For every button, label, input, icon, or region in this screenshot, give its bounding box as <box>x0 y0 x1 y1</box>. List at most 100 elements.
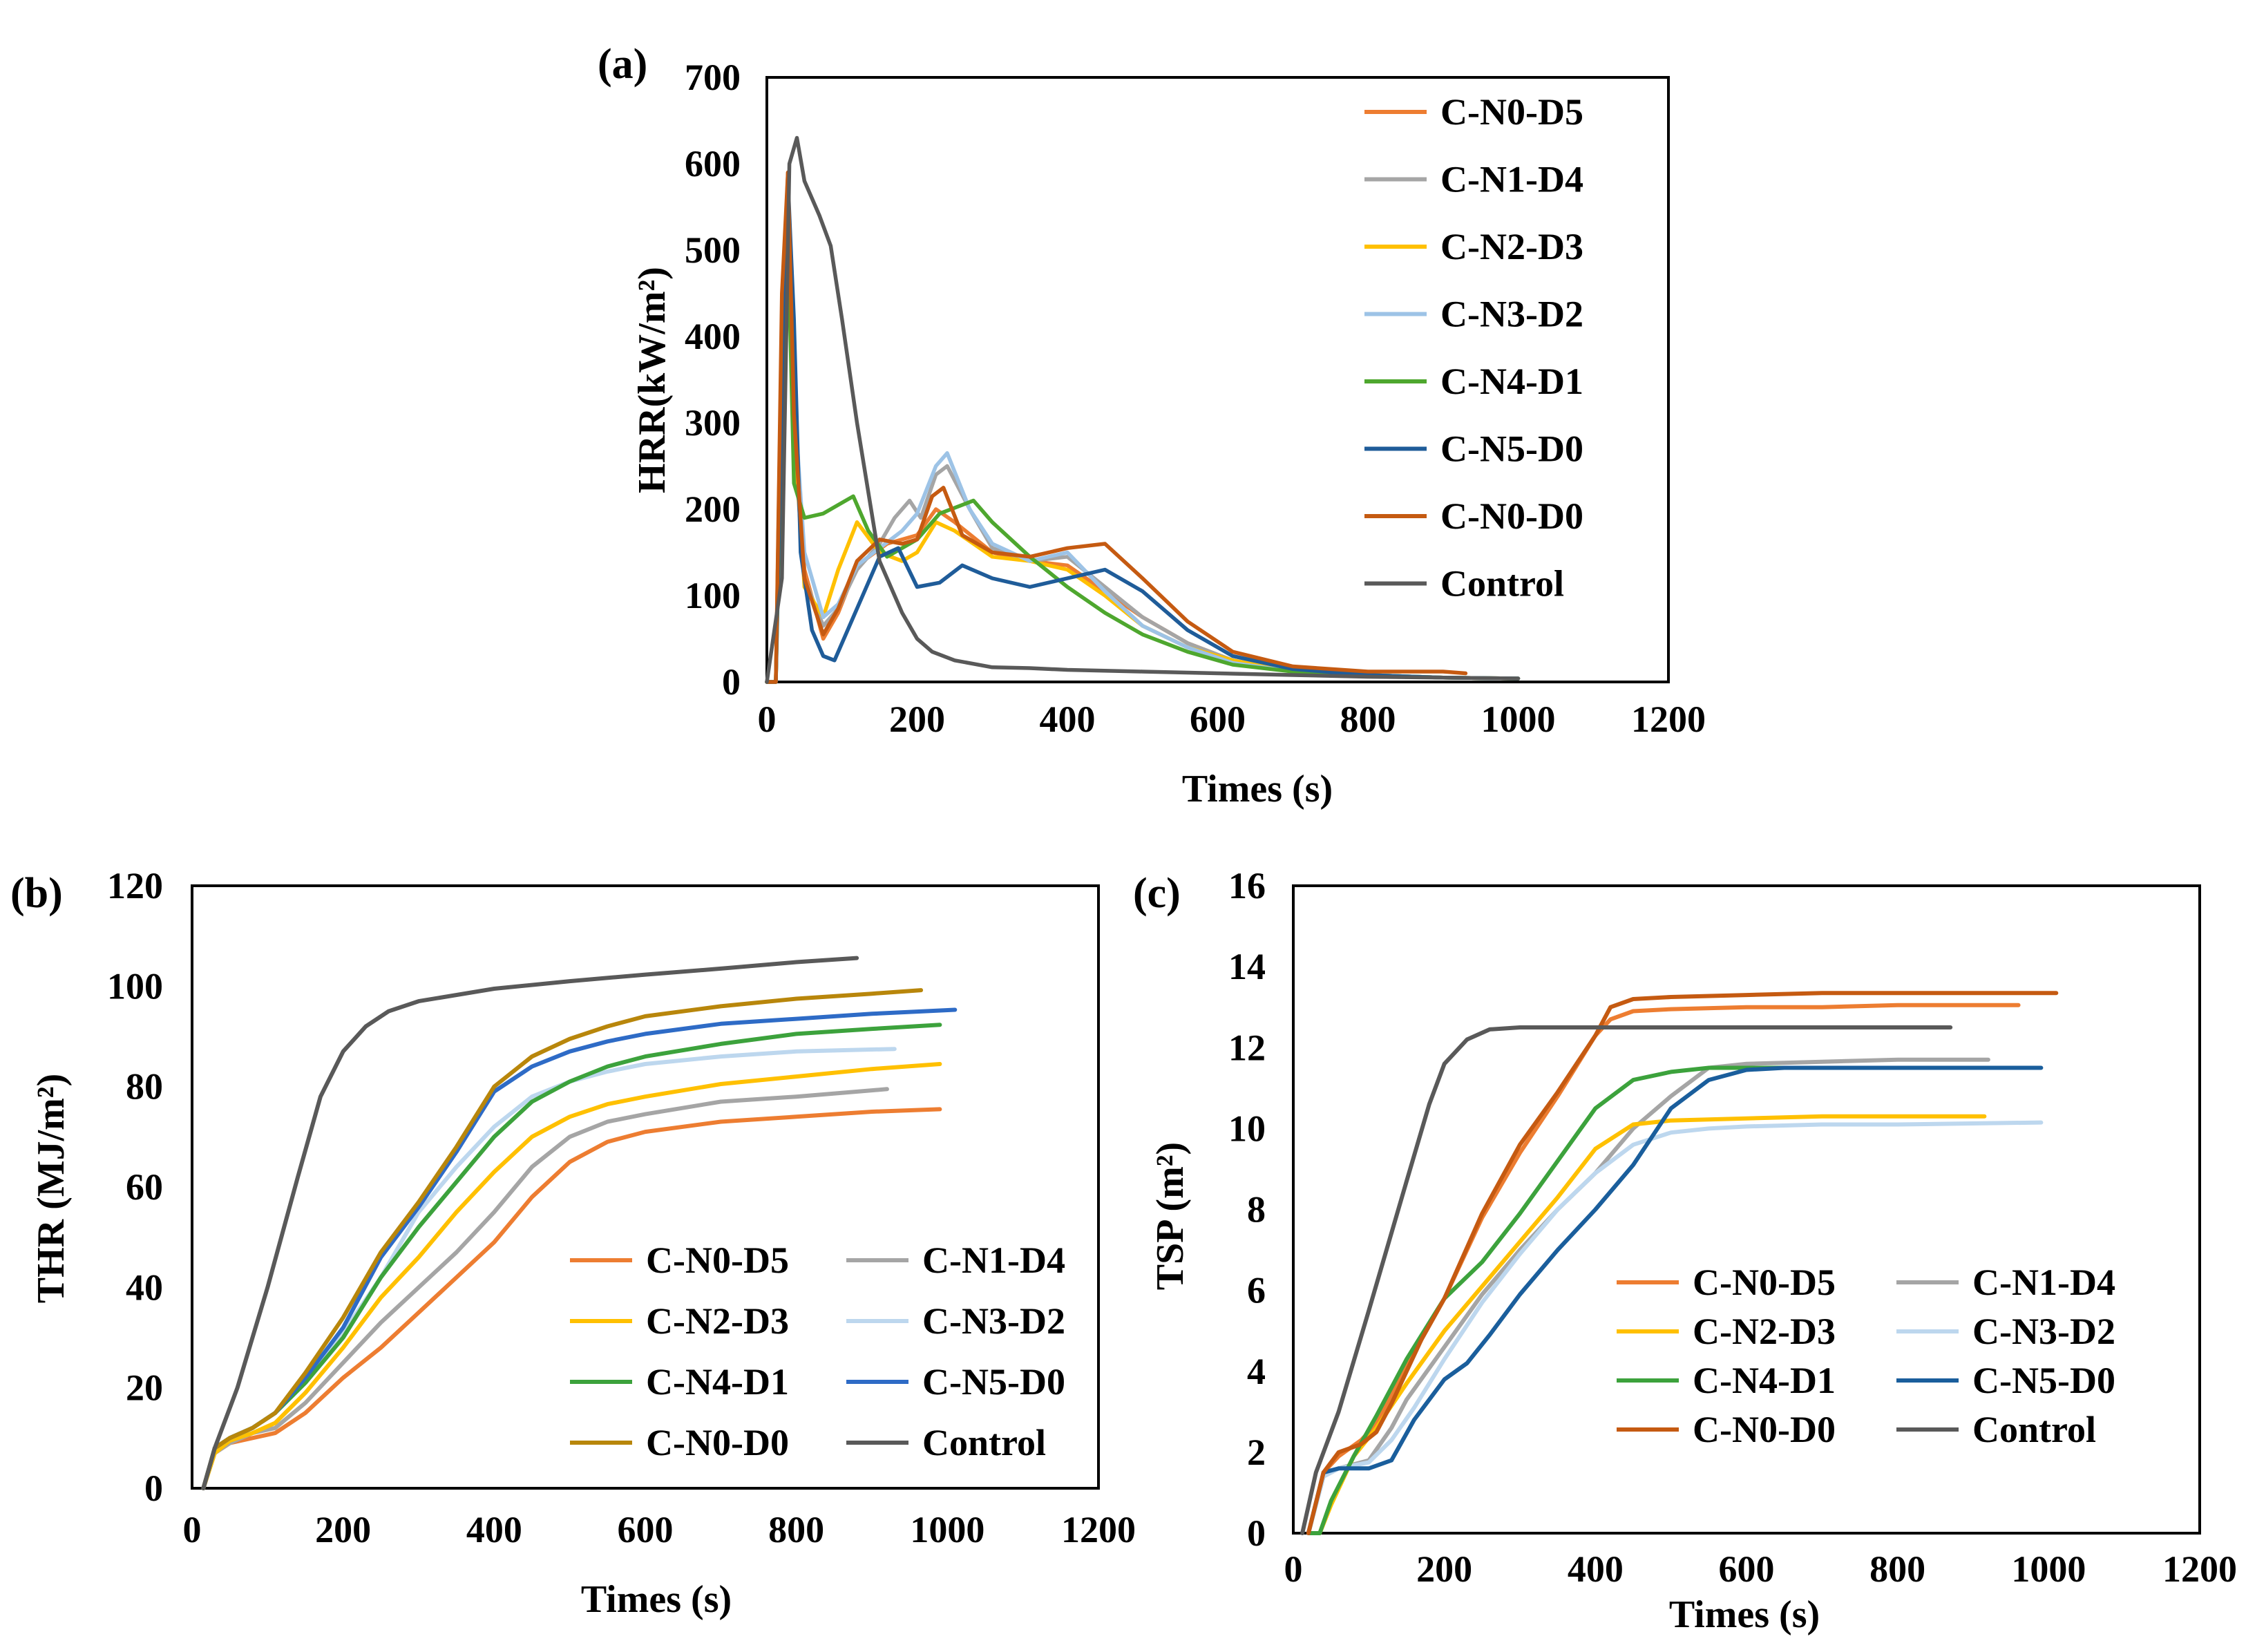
y-tick-label: 12 <box>1228 1027 1266 1068</box>
legend-label-c-n1-d4: C-N1-D4 <box>922 1240 1065 1281</box>
y-tick-label: 6 <box>1247 1270 1266 1311</box>
x-tick-label: 200 <box>1416 1548 1472 1590</box>
panel-label: (b) <box>10 870 63 917</box>
series-line-control <box>765 135 1521 684</box>
series-line-c-n0-d0 <box>765 170 1468 684</box>
plot-frame <box>191 884 1100 1490</box>
legend-label-c-n2-d3: C-N2-D3 <box>1440 226 1583 267</box>
x-tick-label: 0 <box>1284 1548 1303 1590</box>
legend-label-c-n2-d3: C-N2-D3 <box>646 1300 789 1342</box>
series-line-c-n3-d2 <box>765 274 1521 684</box>
legend-label-c-n3-d2: C-N3-D2 <box>1440 294 1583 335</box>
legend-label-c-n4-d1: C-N4-D1 <box>1440 361 1583 402</box>
y-tick-label: 500 <box>685 229 741 271</box>
x-tick-label: 400 <box>1040 699 1096 740</box>
y-axis-label: THR (MJ/m²) <box>30 1074 73 1304</box>
panel-label: (a) <box>598 41 647 88</box>
series-line-c-n0-d0 <box>201 988 924 1490</box>
legend-label-c-n0-d5: C-N0-D5 <box>1693 1262 1836 1303</box>
series-line-c-n0-d0 <box>1306 991 2059 1535</box>
panel-label: (c) <box>1133 870 1181 917</box>
series-line-c-n3-d2 <box>201 1047 897 1490</box>
series-line-c-n1-d4 <box>1306 1057 1990 1535</box>
y-tick-label: 600 <box>685 143 741 184</box>
chart-panel-0: (a) 0 200 400 600 800 1000 1200 0 100 200 300 400 500… <box>598 41 1706 810</box>
y-tick-label: 4 <box>1247 1351 1266 1392</box>
y-tick-label: 60 <box>126 1166 163 1208</box>
y-tick-label: 200 <box>685 488 741 530</box>
y-tick-label: 2 <box>1247 1432 1266 1473</box>
legend: C-N0-D5 C-N1-D4 C-N2-D3 C-N3-D2 C-N4-D1 C-N5-… <box>1364 91 1583 605</box>
legend-label-c-n5-d0: C-N5-D0 <box>922 1361 1065 1403</box>
legend-label-c-n1-d4: C-N1-D4 <box>1972 1262 2115 1303</box>
y-tick-label: 80 <box>126 1066 163 1108</box>
y-tick-label: 20 <box>126 1367 163 1409</box>
series-line-c-n5-d0 <box>1306 1065 2044 1535</box>
legend-label-c-n3-d2: C-N3-D2 <box>922 1300 1065 1342</box>
y-tick-label: 10 <box>1228 1108 1266 1149</box>
x-tick-label: 600 <box>618 1509 674 1550</box>
y-tick-label: 40 <box>126 1266 163 1308</box>
legend-label-c-n1-d4: C-N1-D4 <box>1440 159 1583 200</box>
chart-panel-1: (b) 0 200 400 600 800 1000 1200 0 20 40 60 80 100 120 T… <box>10 865 1136 1621</box>
legend-label-c-n0-d5: C-N0-D5 <box>646 1240 789 1281</box>
series-line-c-n2-d3 <box>1306 1114 1987 1535</box>
series-line-c-n4-d1 <box>1306 1065 1975 1535</box>
x-axis-label: Times (s) <box>581 1578 732 1621</box>
series-line-c-n0-d5 <box>765 170 1521 684</box>
y-tick-label: 16 <box>1228 865 1266 906</box>
legend-label-c-n4-d1: C-N4-D1 <box>646 1361 789 1403</box>
x-tick-label: 800 <box>1869 1548 1925 1590</box>
legend-label-control: Control <box>1440 563 1564 605</box>
series-line-c-n2-d3 <box>765 183 1521 684</box>
chart-panel-2: (c) 0 200 400 600 800 1000 1200 0 2 4 6 8 10 12 14 16 Tim… <box>1133 865 2237 1636</box>
series-line-c-n5-d0 <box>765 179 1521 684</box>
x-axis-label: Times (s) <box>1669 1593 1820 1636</box>
series-line-control <box>201 956 859 1490</box>
series-line-c-n2-d3 <box>201 1062 942 1490</box>
series-line-c-n4-d1 <box>765 231 1521 684</box>
legend-label-c-n2-d3: C-N2-D3 <box>1693 1311 1836 1352</box>
x-tick-label: 1000 <box>2011 1548 2086 1590</box>
y-tick-label: 0 <box>144 1468 163 1509</box>
y-tick-label: 300 <box>685 402 741 444</box>
y-tick-label: 8 <box>1247 1189 1266 1231</box>
x-tick-label: 800 <box>768 1509 824 1550</box>
legend-label-c-n3-d2: C-N3-D2 <box>1972 1311 2115 1352</box>
plot-frame <box>765 76 1670 683</box>
legend-label-c-n5-d0: C-N5-D0 <box>1440 428 1583 470</box>
legend: C-N0-D5 C-N1-D4 C-N2-D3 C-N3-D2 C-N4-D1 C-N5-… <box>1617 1262 2115 1450</box>
series-line-c-n1-d4 <box>765 196 1521 684</box>
y-tick-label: 14 <box>1228 946 1266 987</box>
y-tick-label: 0 <box>1247 1512 1266 1554</box>
y-tick-label: 700 <box>685 57 741 98</box>
y-tick-label: 120 <box>107 865 163 906</box>
plot-frame <box>1292 884 2201 1535</box>
legend-label-control: Control <box>1972 1409 2096 1450</box>
x-tick-label: 1000 <box>1481 699 1556 740</box>
x-tick-label: 600 <box>1190 699 1246 740</box>
x-tick-label: 1200 <box>2162 1548 2237 1590</box>
series-line-c-n0-d5 <box>201 1107 942 1490</box>
legend-label-c-n0-d5: C-N0-D5 <box>1440 91 1583 133</box>
x-tick-label: 1200 <box>1631 699 1706 740</box>
y-axis-label: TSP (m²) <box>1149 1142 1192 1290</box>
series-line-c-n0-d5 <box>1306 1003 2021 1535</box>
legend-label-c-n5-d0: C-N5-D0 <box>1972 1360 2115 1401</box>
legend-label-c-n0-d0: C-N0-D0 <box>1693 1409 1836 1450</box>
legend: C-N0-D5 C-N1-D4 C-N2-D3 C-N3-D2 C-N4-D1 C-N5-… <box>570 1240 1065 1463</box>
legend-label-c-n0-d0: C-N0-D0 <box>1440 495 1583 537</box>
x-tick-label: 600 <box>1719 1548 1775 1590</box>
x-tick-label: 800 <box>1340 699 1396 740</box>
x-tick-label: 200 <box>315 1509 371 1550</box>
series-line-control <box>1300 1025 1953 1535</box>
x-tick-label: 0 <box>758 699 777 740</box>
x-axis-label: Times (s) <box>1182 768 1333 810</box>
series-line-c-n3-d2 <box>1306 1120 2044 1535</box>
y-tick-label: 100 <box>107 965 163 1007</box>
y-tick-label: 100 <box>685 575 741 616</box>
legend-label-control: Control <box>922 1422 1046 1463</box>
y-axis-label: HRR(kW/m²) <box>631 267 674 493</box>
x-tick-label: 400 <box>1568 1548 1624 1590</box>
